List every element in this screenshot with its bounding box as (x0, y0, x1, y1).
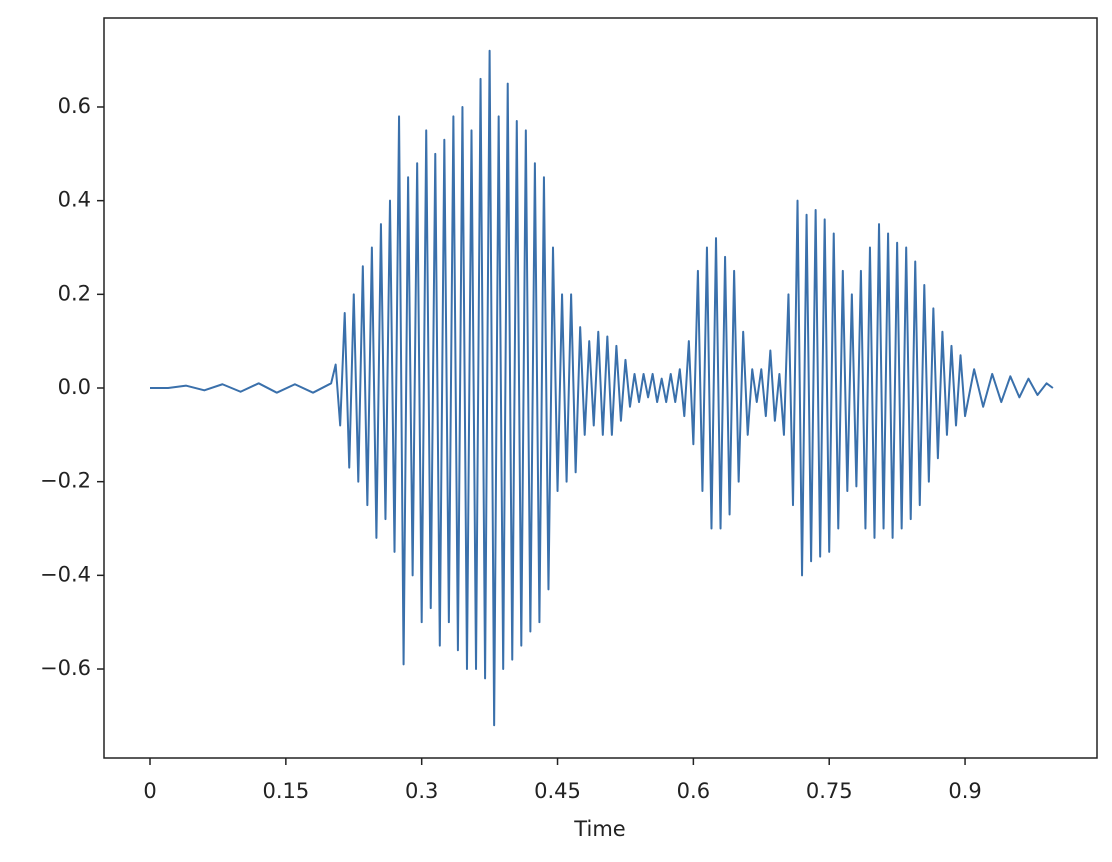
y-tick-label: 0.4 (58, 188, 91, 212)
y-tick-label: 0.6 (58, 94, 91, 118)
y-tick-label: −0.2 (40, 469, 91, 493)
y-tick-label: 0.0 (58, 375, 91, 399)
x-tick-label: 0.6 (677, 779, 710, 803)
x-tick-label: 0.15 (262, 779, 309, 803)
x-tick-label: 0.9 (948, 779, 981, 803)
y-tick-label: −0.4 (40, 562, 91, 586)
x-tick-label: 0.75 (806, 779, 853, 803)
waveform (150, 49, 1054, 727)
y-tick-label: −0.6 (40, 656, 91, 680)
x-tick-label: 0.45 (534, 779, 581, 803)
x-tick-label: 0 (143, 779, 156, 803)
x-axis-label: Time (573, 817, 625, 841)
y-tick-label: 0.2 (58, 281, 91, 305)
x-tick-label: 0.3 (405, 779, 438, 803)
